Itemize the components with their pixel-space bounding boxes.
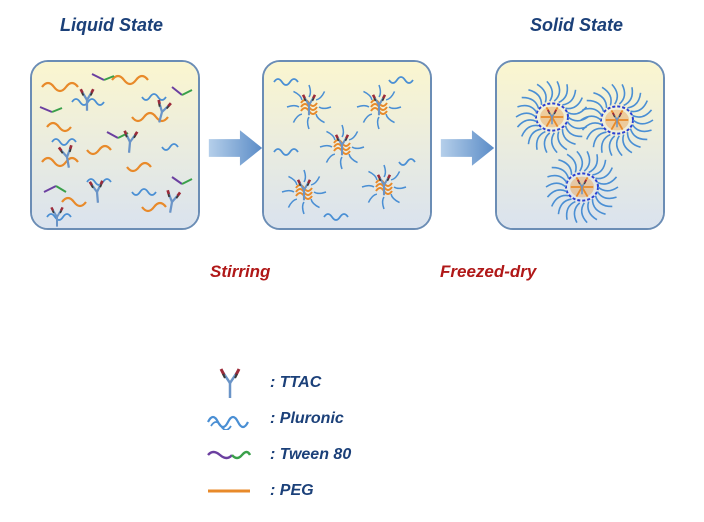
- panel-liquid: [30, 60, 200, 230]
- label-freezed-dry: Freezed-dry: [440, 262, 536, 282]
- legend-icon-tween: [200, 440, 260, 470]
- legend-row-tween: : Tween 80: [200, 437, 500, 473]
- legend-label-tween: : Tween 80: [260, 446, 351, 464]
- legend-label-ttac: : TTAC: [260, 374, 321, 392]
- legend: : TTAC : Pluronic : Tween 80 : PEG: [200, 365, 500, 509]
- panel-solid-svg: [497, 62, 665, 230]
- panel-stirred-svg: [264, 62, 432, 230]
- title-solid-state: Solid State: [530, 15, 623, 36]
- arrow-stirring: [208, 128, 263, 168]
- legend-icon-antibody: [200, 368, 260, 398]
- legend-row-ttac: : TTAC: [200, 365, 500, 401]
- panel-stirred: [262, 60, 432, 230]
- label-stirring: Stirring: [210, 262, 270, 282]
- legend-icon-pluronic: [200, 404, 260, 434]
- title-liquid-state: Liquid State: [60, 15, 163, 36]
- arrow-freeze-dry: [440, 128, 495, 168]
- legend-row-peg: : PEG: [200, 473, 500, 509]
- legend-icon-peg: [200, 476, 260, 506]
- legend-label-pluronic: : Pluronic: [260, 410, 344, 428]
- legend-row-pluronic: : Pluronic: [200, 401, 500, 437]
- panel-solid: [495, 60, 665, 230]
- panel-liquid-svg: [32, 62, 200, 230]
- legend-label-peg: : PEG: [260, 482, 314, 500]
